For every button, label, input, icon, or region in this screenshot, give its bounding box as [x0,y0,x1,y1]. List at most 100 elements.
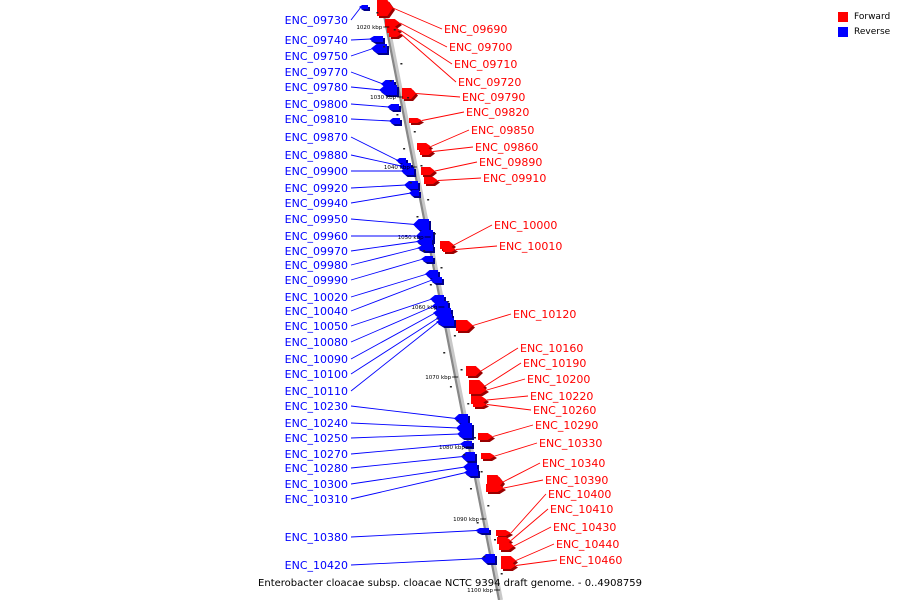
reverse-gene-label[interactable]: ENC_09970 [285,245,348,258]
gene-feature[interactable] [481,554,495,563]
forward-gene-label[interactable]: ENC_10340 [542,457,605,470]
reverse-gene-label[interactable]: ENC_10280 [285,462,348,475]
reverse-gene-label[interactable]: ENC_10380 [285,531,348,544]
reverse-gene-label[interactable]: ENC_10300 [285,478,348,491]
gene-feature[interactable] [402,88,416,99]
gene-feature[interactable] [481,453,495,459]
forward-gene-label[interactable]: ENC_09890 [479,156,542,169]
gene-feature[interactable] [385,19,400,27]
forward-gene-label[interactable]: ENC_09790 [462,91,525,104]
forward-gene-label[interactable]: ENC_10010 [499,240,562,253]
reverse-gene-label[interactable]: ENC_10050 [285,320,348,333]
reverse-gene-label[interactable]: ENC_10230 [285,400,348,413]
forward-gene-label[interactable]: ENC_10460 [559,554,622,567]
forward-gene-label[interactable]: ENC_09720 [458,76,521,89]
reverse-gene-label[interactable]: ENC_10080 [285,336,348,349]
reverse-gene-label[interactable]: ENC_09770 [285,66,348,79]
forward-gene-label[interactable]: ENC_10290 [535,419,598,432]
reverse-gene-label[interactable]: ENC_09810 [285,113,348,126]
gene-feature[interactable] [478,433,493,440]
reverse-gene-label[interactable]: ENC_09750 [285,50,348,63]
reverse-gene-label[interactable]: ENC_09960 [285,230,348,243]
forward-gene-label[interactable]: ENC_09860 [475,141,538,154]
reverse-gene-label[interactable]: ENC_09880 [285,149,348,162]
gene-feature[interactable] [457,430,472,438]
reverse-gene-label[interactable]: ENC_10100 [285,368,348,381]
gene-feature[interactable] [486,484,504,492]
gene-feature[interactable] [413,219,429,230]
gene-feature[interactable] [371,44,387,53]
gene-feature[interactable] [404,181,418,189]
gene-feature[interactable] [443,247,456,252]
reverse-gene-label[interactable]: ENC_10270 [285,448,348,461]
reverse-gene-label[interactable]: ENC_09780 [285,81,348,94]
gene-feature[interactable] [377,0,393,16]
forward-gene-label[interactable]: ENC_09910 [483,172,546,185]
gene-feature[interactable] [496,530,511,536]
forward-gene-label[interactable]: ENC_10200 [527,373,590,386]
gene-feature[interactable] [460,441,472,447]
reverse-gene-label[interactable]: ENC_10250 [285,432,348,445]
gene-feature[interactable] [436,318,454,326]
forward-gene-label[interactable]: ENC_10440 [556,538,619,551]
forward-gene-label[interactable]: ENC_09820 [466,106,529,119]
forward-gene-label[interactable]: ENC_10330 [539,437,602,450]
reverse-gene-label[interactable]: ENC_10090 [285,353,348,366]
gene-feature[interactable] [359,5,368,9]
reverse-gene-label[interactable]: ENC_09990 [285,274,348,287]
reverse-gene-label[interactable]: ENC_10110 [285,385,348,398]
reverse-gene-label[interactable]: ENC_09950 [285,213,348,226]
gene-feature[interactable] [466,366,481,376]
reverse-gene-label[interactable]: ENC_09740 [285,34,348,47]
reverse-gene-label[interactable]: ENC_09940 [285,197,348,210]
reverse-gene-label[interactable]: ENC_09730 [285,14,348,27]
gene-feature[interactable] [387,104,399,110]
forward-gene-label[interactable]: ENC_10160 [520,342,583,355]
reverse-gene-label[interactable]: ENC_09980 [285,259,348,272]
forward-gene-label[interactable]: ENC_10120 [513,308,576,321]
forward-gene-label[interactable]: ENC_10000 [494,219,557,232]
gene-feature[interactable] [389,31,401,37]
gene-feature[interactable] [501,562,516,569]
forward-gene-label[interactable]: ENC_09690 [444,23,507,36]
gene-feature[interactable] [389,118,400,124]
gene-feature[interactable] [409,190,419,196]
reverse-gene-label[interactable]: ENC_10040 [285,305,348,318]
gene-feature[interactable] [420,148,433,155]
gene-feature[interactable] [416,238,432,245]
gene-feature[interactable] [417,245,433,251]
gene-feature[interactable] [456,320,473,331]
gene-feature[interactable] [409,118,422,123]
gene-feature[interactable] [475,528,489,533]
gene-feature[interactable] [396,158,406,163]
gene-feature[interactable] [425,270,438,278]
reverse-gene-label[interactable]: ENC_10420 [285,559,348,572]
gene-feature[interactable] [464,469,478,476]
forward-gene-label[interactable]: ENC_09850 [471,124,534,137]
gene-feature[interactable] [499,542,514,550]
gene-feature[interactable] [421,256,433,262]
gene-feature[interactable] [454,414,468,423]
forward-gene-label[interactable]: ENC_09710 [454,58,517,71]
forward-gene-label[interactable]: ENC_10190 [523,357,586,370]
forward-gene-label[interactable]: ENC_09700 [449,41,512,54]
gene-feature[interactable] [469,386,487,394]
gene-feature[interactable] [401,167,414,175]
reverse-gene-label[interactable]: ENC_09870 [285,131,348,144]
forward-gene-label[interactable]: ENC_10220 [530,390,593,403]
forward-gene-label[interactable]: ENC_10260 [533,404,596,417]
reverse-gene-label[interactable]: ENC_09900 [285,165,348,178]
gene-feature[interactable] [473,402,487,407]
gene-feature[interactable] [421,167,435,175]
reverse-gene-label[interactable]: ENC_10240 [285,417,348,430]
forward-gene-label[interactable]: ENC_10400 [548,488,611,501]
reverse-gene-label[interactable]: ENC_09920 [285,182,348,195]
reverse-gene-label[interactable]: ENC_10310 [285,493,348,506]
reverse-gene-label[interactable]: ENC_10020 [285,291,348,304]
gene-feature[interactable] [461,452,475,461]
reverse-gene-label[interactable]: ENC_09800 [285,98,348,111]
gene-feature[interactable] [424,177,438,184]
forward-gene-label[interactable]: ENC_10430 [553,521,616,534]
forward-gene-label[interactable]: ENC_10410 [550,503,613,516]
gene-feature[interactable] [379,85,397,95]
